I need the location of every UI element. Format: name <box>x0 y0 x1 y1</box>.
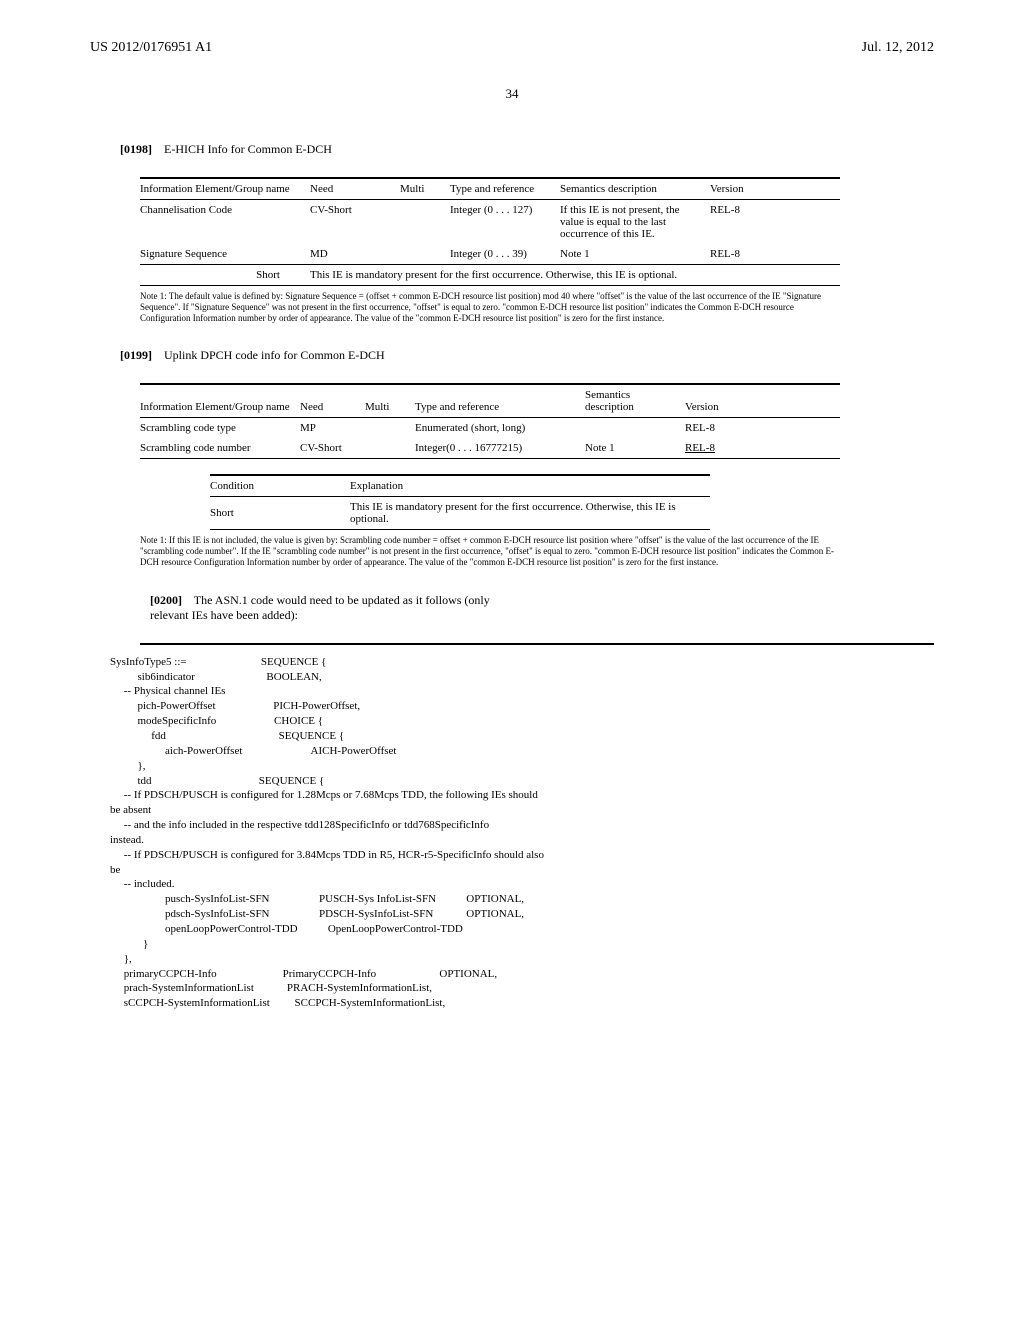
para-title: Uplink DPCH code info for Common E-DCH <box>164 348 385 362</box>
cell: If this IE is not present, the value is … <box>560 200 710 245</box>
cell: REL-8 <box>685 438 840 459</box>
cell <box>585 418 685 439</box>
para-0200: [0200] The ASN.1 code would need to be u… <box>150 593 510 623</box>
col-hdr: Type and reference <box>450 178 560 200</box>
cell: This IE is mandatory present for the fir… <box>310 265 840 286</box>
cell: Note 1 <box>560 244 710 265</box>
col-hdr: Condition <box>210 475 350 497</box>
page-header: US 2012/0176951 A1 Jul. 12, 2012 <box>90 40 934 56</box>
col-hdr: Semantics description <box>560 178 710 200</box>
para-0199: [0199] Uplink DPCH code info for Common … <box>120 348 934 363</box>
para-num: [0198] <box>120 142 152 156</box>
col-hdr: Type and reference <box>415 384 585 418</box>
cell: CV-Short <box>310 200 400 245</box>
cell <box>365 438 415 459</box>
col-hdr: Need <box>300 384 365 418</box>
para-0198: [0198] E-HICH Info for Common E-DCH <box>120 142 934 157</box>
cell: Integer(0 . . . 16777215) <box>415 438 585 459</box>
asn-code: SysInfoType5 ::= SEQUENCE { sib6indicato… <box>140 643 934 1011</box>
cell: REL-8 <box>710 200 840 245</box>
col-hdr: Version <box>685 384 840 418</box>
para-num: [0199] <box>120 348 152 362</box>
cell: Enumerated (short, long) <box>415 418 585 439</box>
cell: Short <box>140 265 310 286</box>
cell: Integer (0 . . . 39) <box>450 244 560 265</box>
pub-date: Jul. 12, 2012 <box>862 40 934 56</box>
col-hdr: Explanation <box>350 475 710 497</box>
para-num: [0200] <box>150 593 182 607</box>
dpch-table: Information Element/Group name Need Mult… <box>140 383 840 459</box>
cell: This IE is mandatory present for the fir… <box>350 497 710 530</box>
ehich-table: Information Element/Group name Need Mult… <box>140 177 840 286</box>
col-hdr: Information Element/Group name <box>140 178 310 200</box>
pub-number: US 2012/0176951 A1 <box>90 40 212 56</box>
cell: Scrambling code number <box>140 438 300 459</box>
cell <box>400 200 450 245</box>
asn-text: SysInfoType5 ::= SEQUENCE { sib6indicato… <box>110 655 934 1011</box>
cell: Scrambling code type <box>140 418 300 439</box>
col-hdr: Multi <box>365 384 415 418</box>
cell: MD <box>310 244 400 265</box>
condition-table: Condition Explanation Short This IE is m… <box>210 474 710 530</box>
page-number: 34 <box>90 86 934 102</box>
note-1: Note 1: The default value is defined by:… <box>140 291 840 323</box>
cell <box>400 244 450 265</box>
cell: Note 1 <box>585 438 685 459</box>
col-hdr: Need <box>310 178 400 200</box>
cell: MP <box>300 418 365 439</box>
cell: Signature Sequence <box>140 244 310 265</box>
cell: Short <box>210 497 350 530</box>
note-2: Note 1: If this IE is not included, the … <box>140 535 840 567</box>
col-hdr: Semantics description <box>585 384 685 418</box>
cell: Integer (0 . . . 127) <box>450 200 560 245</box>
cell: REL-8 <box>710 244 840 265</box>
cell: REL-8 <box>685 418 840 439</box>
col-hdr: Information Element/Group name <box>140 384 300 418</box>
col-hdr: Version <box>710 178 840 200</box>
cell <box>365 418 415 439</box>
para-text: The ASN.1 code would need to be updated … <box>150 593 490 622</box>
cell: Channelisation Code <box>140 200 310 245</box>
para-title: E-HICH Info for Common E-DCH <box>164 142 332 156</box>
cell: CV-Short <box>300 438 365 459</box>
col-hdr: Multi <box>400 178 450 200</box>
